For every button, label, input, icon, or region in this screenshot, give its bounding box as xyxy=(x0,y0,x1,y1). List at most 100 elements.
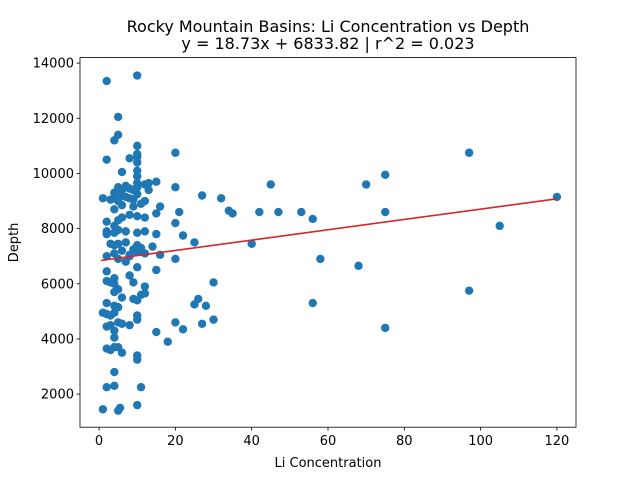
y-tick-label: 14000 xyxy=(33,57,74,72)
y-tick-label: 12000 xyxy=(33,112,74,127)
data-point xyxy=(155,202,165,211)
x-tick-label: 100 xyxy=(468,434,493,449)
data-point xyxy=(125,154,134,163)
y-tick-label: 8000 xyxy=(41,222,74,237)
data-point xyxy=(121,227,130,236)
data-point xyxy=(381,207,390,217)
data-point xyxy=(110,301,119,311)
data-point xyxy=(117,246,127,255)
data-point xyxy=(495,221,504,231)
data-point xyxy=(266,180,275,189)
axis-ticks: 0 20 40 60 80 100 120 2000 4000 6000 8000 10000 1200… xyxy=(33,57,570,450)
data-point xyxy=(133,355,142,364)
data-point xyxy=(110,326,119,335)
data-point xyxy=(152,265,161,275)
data-point xyxy=(152,229,161,239)
data-point xyxy=(117,319,127,328)
chart-title: Rocky Mountain Basins: Li Concentration … xyxy=(127,17,530,36)
data-point xyxy=(117,213,127,222)
data-point xyxy=(110,279,119,288)
data-point xyxy=(171,318,180,327)
data-point xyxy=(247,239,256,248)
data-point xyxy=(98,405,108,414)
data-point xyxy=(110,367,119,377)
data-point xyxy=(121,238,130,247)
y-tick-label: 2000 xyxy=(41,388,74,403)
data-point xyxy=(140,289,150,298)
data-point xyxy=(144,178,153,188)
data-point xyxy=(178,231,188,240)
data-point xyxy=(102,251,111,261)
data-point xyxy=(144,185,153,195)
data-point xyxy=(297,207,306,217)
data-point xyxy=(129,278,138,287)
data-point xyxy=(102,267,111,276)
data-point xyxy=(163,337,172,346)
data-point xyxy=(102,383,111,392)
data-point xyxy=(133,71,142,80)
x-tick-label: 80 xyxy=(396,434,413,449)
data-point xyxy=(117,293,127,302)
x-tick-label: 40 xyxy=(243,434,260,449)
data-point xyxy=(464,286,474,295)
data-point xyxy=(110,343,119,352)
data-point xyxy=(381,323,390,333)
data-point xyxy=(136,243,146,253)
data-point xyxy=(98,194,108,203)
data-point xyxy=(140,227,150,236)
data-point xyxy=(133,149,142,159)
y-axis-label: Depth xyxy=(7,223,22,263)
regression-line xyxy=(100,197,558,262)
data-point xyxy=(171,218,180,228)
data-point xyxy=(140,282,150,291)
data-point xyxy=(197,191,207,200)
data-point xyxy=(102,229,111,239)
data-point xyxy=(308,214,317,224)
data-point xyxy=(175,207,184,217)
chart-subtitle: y = 18.73x + 6833.82 | r^2 = 0.023 xyxy=(181,34,474,53)
data-point xyxy=(106,311,115,320)
data-point xyxy=(133,311,142,320)
data-point xyxy=(140,196,150,206)
data-point xyxy=(209,315,218,324)
data-point xyxy=(316,254,325,264)
data-point xyxy=(194,294,203,304)
data-point xyxy=(133,141,142,151)
data-point xyxy=(117,167,127,177)
x-tick-label: 60 xyxy=(320,434,337,449)
data-point xyxy=(110,381,119,391)
data-point xyxy=(110,205,119,214)
data-point xyxy=(308,298,317,308)
x-tick-label: 0 xyxy=(95,434,103,449)
plot-area xyxy=(98,71,562,415)
y-tick-label: 6000 xyxy=(41,277,74,292)
data-point xyxy=(133,178,142,188)
data-point xyxy=(129,202,138,211)
data-point xyxy=(133,166,142,175)
data-point xyxy=(125,271,134,280)
data-point xyxy=(152,177,161,186)
data-point xyxy=(102,76,111,86)
data-point xyxy=(148,242,157,251)
data-point xyxy=(136,383,146,392)
data-point xyxy=(102,217,111,226)
data-point xyxy=(133,211,142,221)
data-point xyxy=(133,263,142,272)
data-point xyxy=(228,209,237,218)
data-point xyxy=(171,254,180,264)
data-point xyxy=(171,148,180,157)
data-point xyxy=(197,319,207,328)
data-point xyxy=(113,130,123,140)
data-point xyxy=(113,112,123,122)
data-point xyxy=(133,400,142,410)
data-point xyxy=(115,403,125,413)
data-point xyxy=(178,325,188,334)
data-point xyxy=(125,320,134,330)
x-tick-label: 20 xyxy=(167,434,184,449)
data-point xyxy=(274,207,283,217)
data-point xyxy=(110,333,119,342)
data-point xyxy=(354,261,363,271)
